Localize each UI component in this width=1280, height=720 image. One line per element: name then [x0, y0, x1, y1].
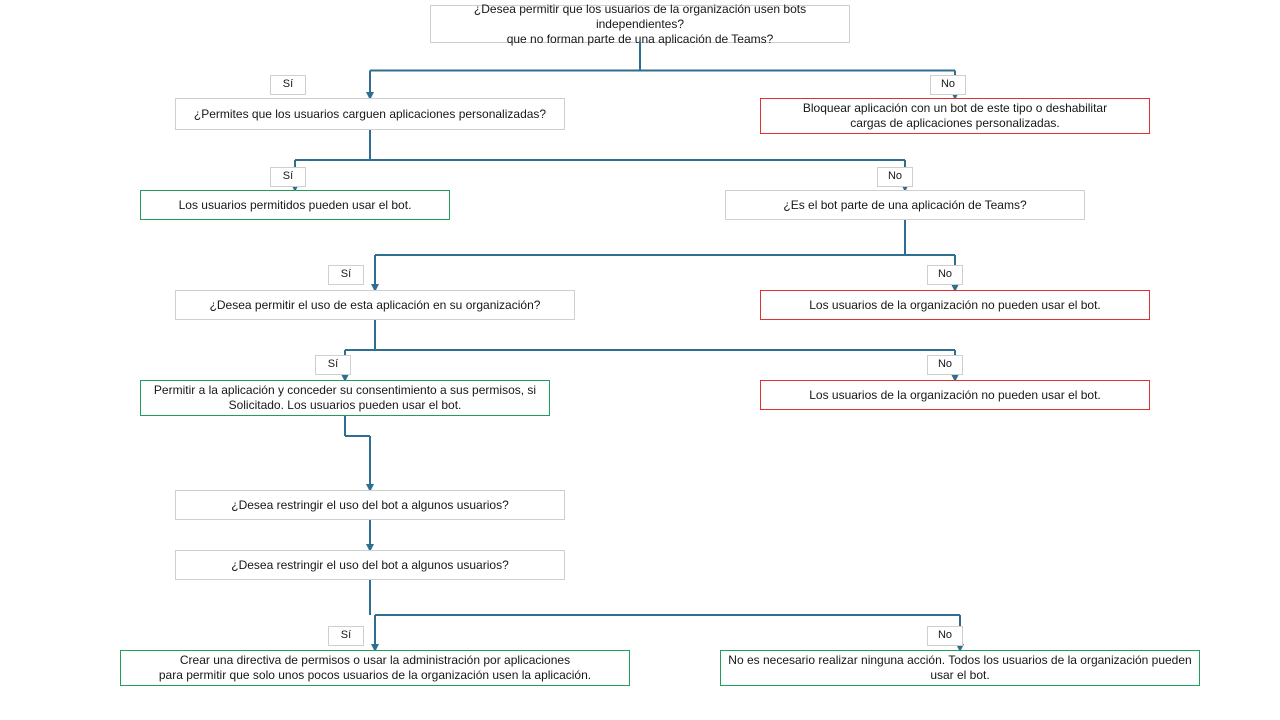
flowchart-node: No es necesario realizar ninguna acción.…: [720, 650, 1200, 686]
node-text: Crear una directiva de permisos o usar l…: [159, 653, 591, 683]
flowchart-node: ¿Desea restringir el uso del bot a algun…: [175, 490, 565, 520]
branch-label-text: No: [888, 170, 902, 184]
branch-label: Sí: [315, 355, 351, 375]
branch-label: No: [930, 75, 966, 95]
node-text: Permitir a la aplicación y conceder su c…: [154, 383, 536, 413]
flowchart-node: Bloquear aplicación con un bot de este t…: [760, 98, 1150, 134]
node-text: Bloquear aplicación con un bot de este t…: [803, 101, 1107, 131]
branch-label: Sí: [328, 265, 364, 285]
node-text: ¿Es el bot parte de una aplicación de Te…: [783, 198, 1026, 213]
branch-label: No: [927, 355, 963, 375]
flowchart-node: ¿Es el bot parte de una aplicación de Te…: [725, 190, 1085, 220]
branch-label-text: Sí: [341, 629, 351, 643]
branch-label: No: [927, 265, 963, 285]
branch-label: Sí: [270, 75, 306, 95]
node-text: Los usuarios de la organización no puede…: [809, 298, 1101, 313]
node-text: Los usuarios permitidos pueden usar el b…: [179, 198, 412, 213]
flowchart-node: Los usuarios de la organización no puede…: [760, 290, 1150, 320]
branch-label-text: Sí: [341, 268, 351, 282]
flowchart-node: Los usuarios de la organización no puede…: [760, 380, 1150, 410]
branch-label-text: No: [938, 268, 952, 282]
flowchart-node: Crear una directiva de permisos o usar l…: [120, 650, 630, 686]
flowchart-node: Permitir a la aplicación y conceder su c…: [140, 380, 550, 416]
flowchart-node: Los usuarios permitidos pueden usar el b…: [140, 190, 450, 220]
node-text: ¿Desea permitir que los usuarios de la o…: [437, 2, 843, 47]
node-text: Los usuarios de la organización no puede…: [809, 388, 1101, 403]
node-text: ¿Permites que los usuarios carguen aplic…: [194, 107, 546, 122]
flowchart-node: ¿Desea permitir que los usuarios de la o…: [430, 5, 850, 43]
branch-label-text: Sí: [328, 358, 338, 372]
branch-label: Sí: [328, 626, 364, 646]
node-text: ¿Desea permitir el uso de esta aplicació…: [210, 298, 541, 313]
branch-label-text: No: [938, 358, 952, 372]
node-text: ¿Desea restringir el uso del bot a algun…: [231, 558, 509, 573]
branch-label-text: Sí: [283, 78, 293, 92]
branch-label: Sí: [270, 167, 306, 187]
node-text: ¿Desea restringir el uso del bot a algun…: [231, 498, 509, 513]
branch-label-text: Sí: [283, 170, 293, 184]
flowchart-node: ¿Desea restringir el uso del bot a algun…: [175, 550, 565, 580]
flowchart-node: ¿Permites que los usuarios carguen aplic…: [175, 98, 565, 130]
flowchart-canvas: ¿Desea permitir que los usuarios de la o…: [0, 0, 1280, 720]
flowchart-node: ¿Desea permitir el uso de esta aplicació…: [175, 290, 575, 320]
branch-label-text: No: [941, 78, 955, 92]
branch-label-text: No: [938, 629, 952, 643]
branch-label: No: [877, 167, 913, 187]
node-text: No es necesario realizar ninguna acción.…: [728, 653, 1191, 683]
branch-label: No: [927, 626, 963, 646]
